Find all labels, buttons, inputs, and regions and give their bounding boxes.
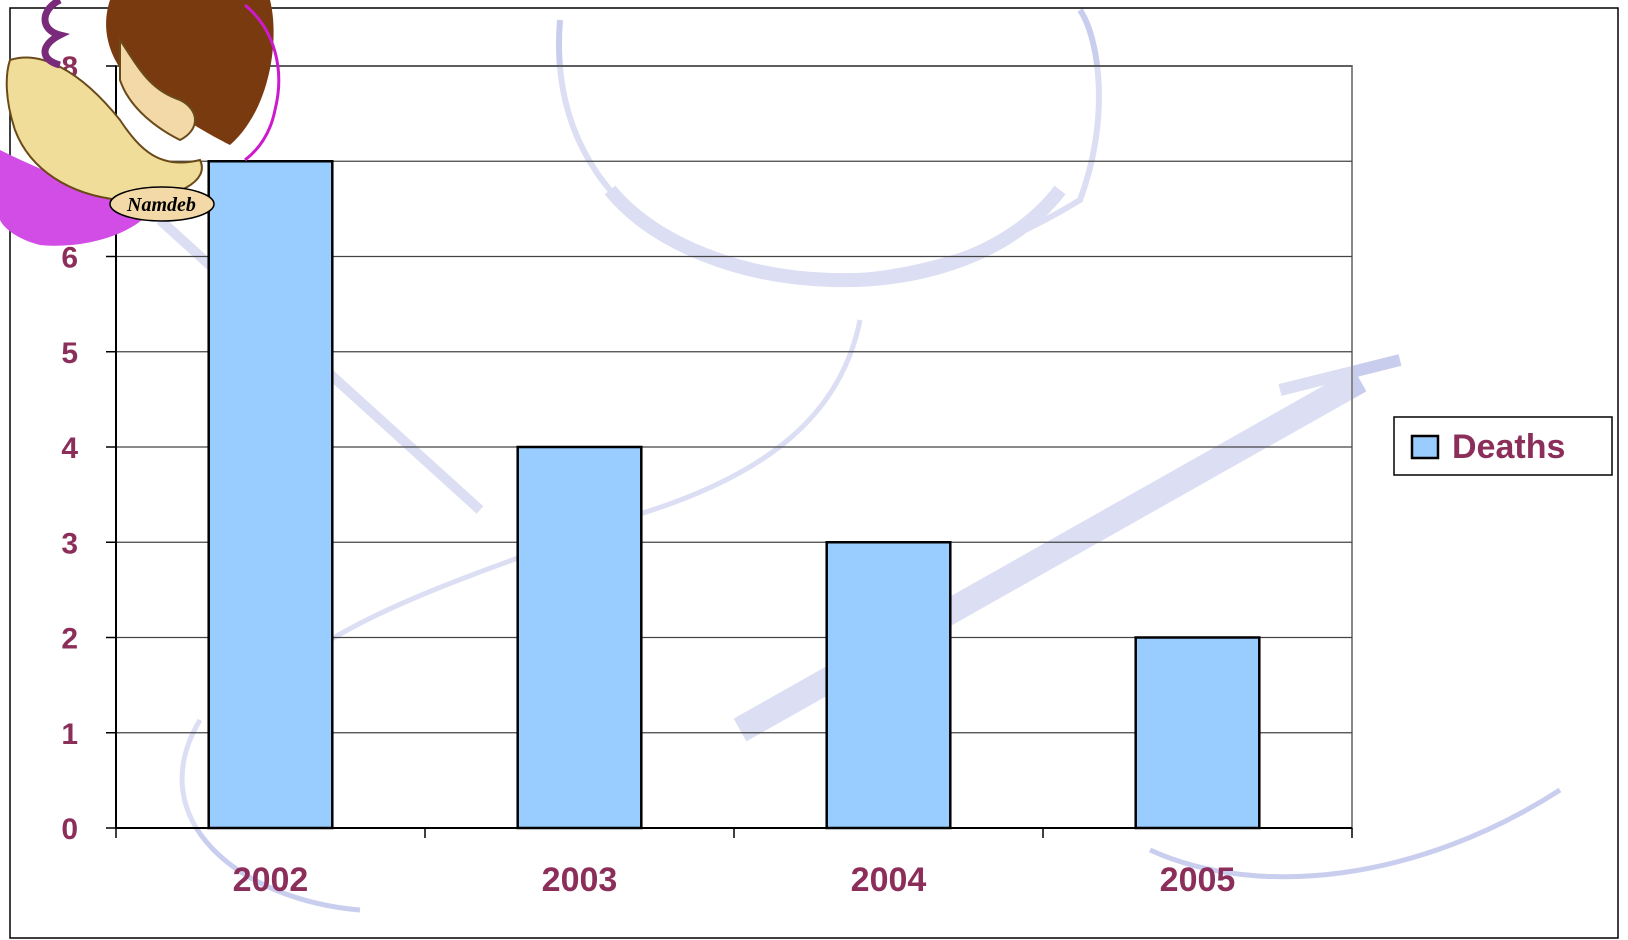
legend-swatch xyxy=(1410,434,1440,460)
logo-blanket xyxy=(0,150,150,246)
y-tick-label: 6 xyxy=(61,242,78,275)
logo-swirl xyxy=(41,0,71,69)
x-tick-label-2003: 2003 xyxy=(542,861,618,899)
y-tick-label: 3 xyxy=(61,527,78,560)
logo-arc xyxy=(244,3,281,162)
legend: Deaths xyxy=(1393,416,1613,476)
logo-name-plate xyxy=(109,186,215,222)
chart-frame xyxy=(9,7,1619,939)
y-tick-label: 5 xyxy=(61,337,78,370)
legend-label-deaths: Deaths xyxy=(1452,428,1565,466)
logo-caption: Namdeb xyxy=(126,194,196,216)
y-tick-label: 1 xyxy=(61,718,78,751)
bar-2005 xyxy=(1134,636,1261,830)
x-tick-label-2002: 2002 xyxy=(233,861,309,899)
logo-baby xyxy=(5,56,203,202)
bar-2003 xyxy=(516,445,643,830)
x-axis: 2002 2003 2004 2005 xyxy=(115,827,1353,899)
x-tick-label-2005: 2005 xyxy=(1160,861,1236,899)
logo-hair xyxy=(106,0,274,145)
y-tick-label: 4 xyxy=(61,432,78,465)
x-tick-label-2004: 2004 xyxy=(851,861,927,899)
bar-2004 xyxy=(825,541,952,830)
y-tick-label: 2 xyxy=(61,623,78,656)
bar-2002 xyxy=(207,160,334,830)
logo: Namdeb xyxy=(0,0,281,246)
bar-series-deaths xyxy=(207,160,1261,830)
logo-face xyxy=(119,36,196,142)
y-tick-label: 0 xyxy=(61,813,78,846)
